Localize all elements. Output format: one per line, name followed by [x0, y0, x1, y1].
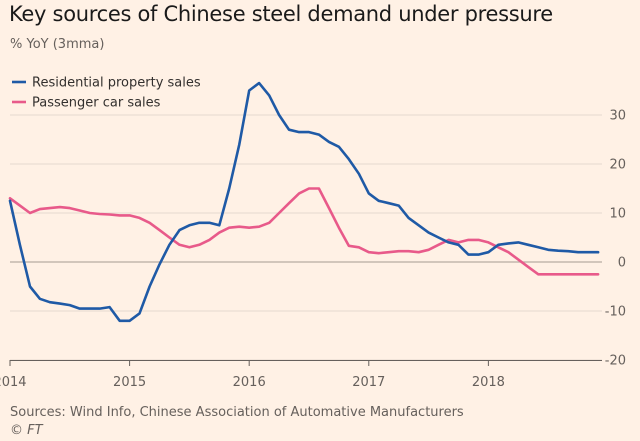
series-line-residential-property-sales	[8, 81, 600, 323]
y-axis-tick-labels: 30 20 10 0 -10 -20	[605, 109, 626, 369]
x-tick-label: 2014	[0, 375, 27, 390]
legend: Residential property sales Passenger car …	[12, 76, 201, 111]
x-tick-label: 2016	[233, 375, 266, 390]
legend-label: Residential property sales	[32, 76, 201, 91]
y-tick-label: -20	[605, 354, 626, 369]
y-tick-label: 20	[609, 158, 626, 173]
legend-label: Passenger car sales	[32, 96, 161, 111]
source-note: Sources: Wind Info, Chinese Association …	[10, 405, 464, 420]
credit-note: © FT	[10, 423, 43, 438]
x-axis: 2014 2015 2016 2017 2018	[0, 360, 602, 390]
y-tick-label: 10	[609, 207, 626, 222]
series-line-passenger-car-sales	[8, 187, 600, 276]
x-tick-label: 2015	[113, 375, 146, 390]
chart-subtitle: % YoY (3mma)	[10, 37, 105, 52]
y-tick-label: -10	[605, 305, 626, 320]
series-lines	[8, 81, 600, 323]
x-tick-label: 2017	[352, 375, 385, 390]
gridlines	[10, 114, 602, 361]
x-tick-label: 2018	[472, 375, 505, 390]
y-tick-label: 30	[609, 109, 626, 124]
chart-title: Key sources of Chinese steel demand unde…	[9, 2, 553, 26]
y-tick-label: 0	[618, 256, 626, 271]
